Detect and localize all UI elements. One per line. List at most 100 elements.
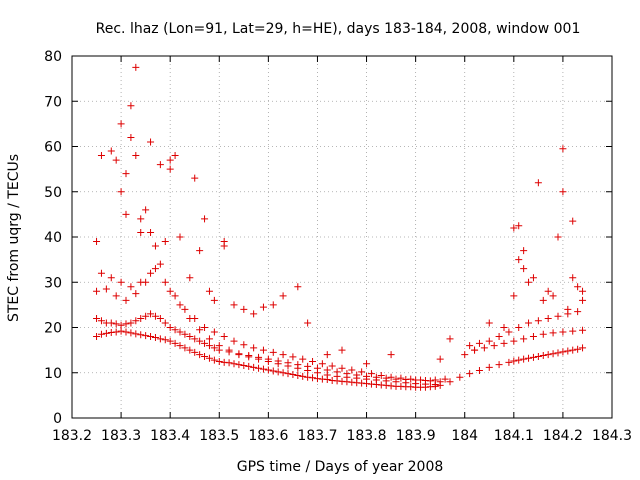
data-point (122, 328, 130, 336)
data-point (117, 327, 125, 335)
data-point (186, 314, 194, 322)
data-point (559, 145, 567, 153)
data-point (132, 63, 140, 71)
y-tick-label: 20 (44, 321, 62, 337)
data-point (225, 359, 233, 367)
data-point (279, 292, 287, 300)
data-point (147, 228, 155, 236)
data-point (186, 333, 194, 341)
data-point (137, 228, 145, 236)
data-point (156, 260, 164, 268)
data-point (142, 206, 150, 214)
data-point (490, 342, 498, 350)
data-point (289, 371, 297, 379)
data-point (166, 156, 174, 164)
chart-title: Rec. lhaz (Lon=91, Lat=29, h=HE), days 1… (96, 21, 581, 37)
data-point (343, 373, 351, 381)
x-tick-label: 183.4 (150, 428, 190, 444)
data-point (259, 303, 267, 311)
data-point (569, 217, 577, 225)
data-point (250, 363, 258, 371)
data-point (515, 222, 523, 230)
data-point (264, 357, 272, 365)
data-point (520, 247, 528, 255)
data-point (569, 327, 577, 335)
y-axis-label: STEC from uqrg / TECUs (6, 154, 22, 322)
data-point (250, 344, 258, 352)
data-point (161, 278, 169, 286)
data-point (171, 292, 179, 300)
data-point (176, 233, 184, 241)
data-point (387, 373, 395, 381)
data-point (544, 351, 552, 359)
data-point (132, 317, 140, 325)
data-point (554, 312, 562, 320)
data-point (529, 353, 537, 361)
data-point (559, 188, 567, 196)
data-point (304, 319, 312, 327)
data-point (137, 314, 145, 322)
data-point (201, 324, 209, 331)
data-point (421, 380, 429, 388)
data-point (534, 352, 542, 360)
data-point (323, 351, 331, 359)
data-point (579, 326, 587, 334)
data-point (112, 320, 120, 328)
data-points (93, 63, 587, 391)
x-tick-label: 183.3 (101, 428, 141, 444)
y-tick-label: 60 (44, 140, 62, 156)
data-point (353, 374, 361, 382)
data-point (240, 305, 248, 313)
data-point (549, 329, 557, 337)
data-point (485, 337, 493, 345)
data-point (97, 269, 105, 277)
data-point (480, 344, 488, 352)
data-point (245, 362, 253, 370)
data-point (412, 380, 420, 388)
axes (71, 55, 613, 419)
data-point (235, 361, 243, 369)
data-point (210, 328, 218, 336)
data-point (196, 247, 204, 255)
data-point (112, 156, 120, 164)
data-point (127, 319, 135, 327)
data-point (564, 347, 572, 355)
y-tick-label: 50 (44, 185, 62, 201)
data-point (151, 333, 159, 341)
data-point (338, 346, 346, 354)
grid (72, 56, 612, 418)
x-tick-label: 183.8 (346, 428, 386, 444)
data-point (338, 364, 346, 372)
x-tick-label: 184.1 (494, 428, 534, 444)
data-point (456, 373, 464, 381)
data-point (137, 278, 145, 286)
plot-frame (71, 55, 613, 419)
x-tick-label: 183.7 (297, 428, 337, 444)
data-point (309, 374, 317, 382)
x-tick-label: 183.5 (199, 428, 239, 444)
data-point (466, 342, 474, 350)
data-point (161, 319, 169, 327)
data-point (215, 342, 223, 350)
x-axis-label: GPS time / Days of year 2008 (237, 459, 444, 475)
data-point (186, 274, 194, 282)
data-point (529, 274, 537, 282)
data-point (230, 337, 238, 345)
data-point (201, 215, 209, 223)
data-point (515, 256, 523, 264)
data-point (363, 360, 371, 368)
data-point (132, 290, 140, 298)
y-tick-label: 70 (44, 94, 62, 110)
data-point (122, 210, 130, 218)
x-tick-label: 184 (451, 428, 478, 444)
data-point (436, 355, 444, 363)
data-point (500, 339, 508, 347)
data-point (417, 376, 425, 384)
data-point (446, 378, 454, 386)
data-point (171, 152, 179, 160)
data-point (176, 328, 184, 336)
data-point (166, 287, 174, 295)
data-point (161, 336, 169, 344)
data-point (147, 138, 155, 146)
